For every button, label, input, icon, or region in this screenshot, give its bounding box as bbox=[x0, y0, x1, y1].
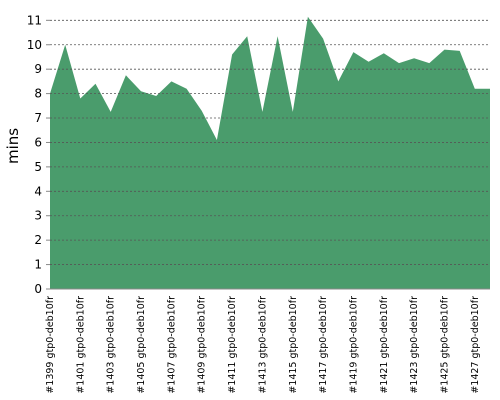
y-tick-label: 2 bbox=[34, 233, 42, 247]
x-tick-label: #1425 gtp0-deb10fr bbox=[439, 296, 450, 394]
area bbox=[50, 16, 490, 289]
x-tick-label: #1427 gtp0-deb10fr bbox=[470, 296, 481, 394]
x-tick-label: #1411 gtp0-deb10fr bbox=[227, 296, 238, 394]
x-tick-label: #1407 gtp0-deb10fr bbox=[166, 296, 177, 394]
y-tick-label: 5 bbox=[34, 160, 42, 174]
y-tick-label: 4 bbox=[34, 184, 42, 198]
y-tick-label: 8 bbox=[34, 87, 42, 101]
y-tick-label: 0 bbox=[34, 282, 42, 296]
x-tick-label: #1405 gtp0-deb10fr bbox=[136, 296, 147, 394]
x-tick-label: #1413 gtp0-deb10fr bbox=[257, 296, 268, 394]
y-tick-label: 1 bbox=[34, 258, 42, 272]
y-tick-label: 10 bbox=[27, 38, 42, 52]
x-tick-label: #1423 gtp0-deb10fr bbox=[409, 296, 420, 394]
y-tick-label: 9 bbox=[34, 62, 42, 76]
y-axis-label: mins bbox=[4, 128, 22, 164]
y-tick-label: 3 bbox=[34, 209, 42, 223]
x-tick-label: #1403 gtp0-deb10fr bbox=[106, 296, 117, 394]
y-tick-label: 7 bbox=[34, 111, 42, 125]
x-tick-label: #1421 gtp0-deb10fr bbox=[379, 296, 390, 394]
x-tick-label: #1415 gtp0-deb10fr bbox=[288, 296, 299, 394]
y-tick-label: 11 bbox=[27, 13, 42, 27]
y-tick-label: 6 bbox=[34, 135, 42, 149]
x-tick-label: #1399 gtp0-deb10fr bbox=[45, 296, 56, 394]
x-tick-label: #1419 gtp0-deb10fr bbox=[348, 296, 359, 394]
x-tick-label: #1409 gtp0-deb10fr bbox=[197, 296, 208, 394]
x-tick-label: #1417 gtp0-deb10fr bbox=[318, 296, 329, 394]
x-tick-label: #1401 gtp0-deb10fr bbox=[75, 296, 86, 394]
